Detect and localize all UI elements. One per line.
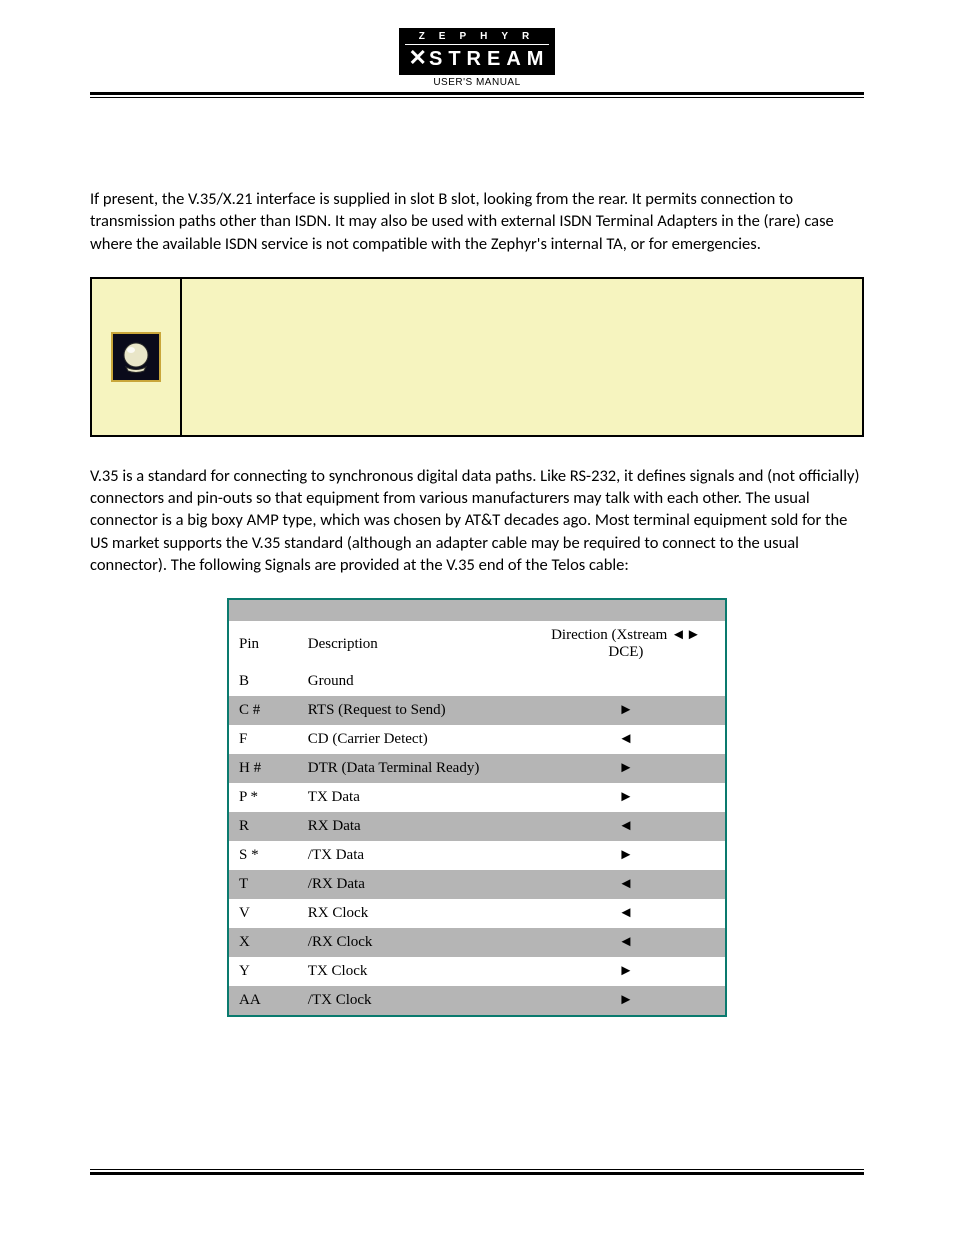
cell-direction: ► — [527, 783, 726, 812]
callout-icon-cell — [92, 279, 182, 435]
table-header-row: Pin Description Direction (Xstream ◄► DC… — [228, 621, 726, 667]
paragraph-2: V.35 is a standard for connecting to syn… — [90, 465, 864, 576]
header-subcaption: USER'S MANUAL — [90, 77, 864, 88]
table-title-row — [228, 599, 726, 621]
cell-description: CD (Carrier Detect) — [298, 725, 527, 754]
cell-description: Ground — [298, 667, 527, 696]
table-row: FCD (Carrier Detect)◄ — [228, 725, 726, 754]
logo-bottom-text: ✕STREAM — [405, 47, 550, 69]
cell-direction: ► — [527, 696, 726, 725]
table-title-cell — [228, 599, 726, 621]
cell-direction — [527, 667, 726, 696]
table-row: T/RX Data◄ — [228, 870, 726, 899]
crystal-ball-icon — [111, 332, 161, 382]
page-header: ZEPHYR ✕STREAM USER'S MANUAL — [90, 0, 864, 98]
footer-rule-thick — [90, 1172, 864, 1175]
callout-box — [90, 277, 864, 437]
cell-direction: ◄ — [527, 899, 726, 928]
cell-description: TX Clock — [298, 957, 527, 986]
cell-direction: ◄ — [527, 725, 726, 754]
cell-pin: AA — [228, 986, 298, 1016]
logo-stream-text: STREAM — [429, 48, 549, 70]
cell-pin: F — [228, 725, 298, 754]
page-content: If present, the V.35/X.21 interface is s… — [90, 98, 864, 1017]
cell-description: RX Clock — [298, 899, 527, 928]
table-row: P *TX Data► — [228, 783, 726, 812]
cell-description: TX Data — [298, 783, 527, 812]
cell-direction: ► — [527, 841, 726, 870]
cell-description: /RX Data — [298, 870, 527, 899]
cell-direction: ► — [527, 754, 726, 783]
brand-logo: ZEPHYR ✕STREAM — [399, 28, 556, 75]
cell-direction: ◄ — [527, 812, 726, 841]
footer-rule-thin — [90, 1169, 864, 1170]
footer-rule — [90, 1167, 864, 1175]
cell-direction: ► — [527, 957, 726, 986]
cell-pin: P * — [228, 783, 298, 812]
cell-pin: H # — [228, 754, 298, 783]
table-row: X/RX Clock◄ — [228, 928, 726, 957]
table-row: S */TX Data► — [228, 841, 726, 870]
cell-pin: C # — [228, 696, 298, 725]
cell-direction: ◄ — [527, 870, 726, 899]
th-direction: Direction (Xstream ◄► DCE) — [527, 621, 726, 667]
logo-x-icon: ✕ — [409, 45, 427, 70]
table-row: BGround — [228, 667, 726, 696]
cell-description: DTR (Data Terminal Ready) — [298, 754, 527, 783]
paragraph-1: If present, the V.35/X.21 interface is s… — [90, 188, 864, 255]
cell-description: /TX Data — [298, 841, 527, 870]
table-row: H #DTR (Data Terminal Ready)► — [228, 754, 726, 783]
cell-direction: ◄ — [527, 928, 726, 957]
th-description: Description — [298, 621, 527, 667]
table-row: YTX Clock► — [228, 957, 726, 986]
table-row: AA/TX Clock► — [228, 986, 726, 1016]
cell-description: RTS (Request to Send) — [298, 696, 527, 725]
table-row: RRX Data◄ — [228, 812, 726, 841]
table-row: C #RTS (Request to Send)► — [228, 696, 726, 725]
logo-top-text: ZEPHYR — [405, 32, 550, 45]
callout-body — [182, 279, 862, 435]
pin-table-wrap: Pin Description Direction (Xstream ◄► DC… — [227, 598, 727, 1017]
cell-direction: ► — [527, 986, 726, 1016]
table-row: VRX Clock◄ — [228, 899, 726, 928]
pin-table: Pin Description Direction (Xstream ◄► DC… — [227, 598, 727, 1017]
cell-pin: Y — [228, 957, 298, 986]
cell-pin: S * — [228, 841, 298, 870]
cell-pin: R — [228, 812, 298, 841]
cell-pin: B — [228, 667, 298, 696]
cell-description: /RX Clock — [298, 928, 527, 957]
cell-pin: X — [228, 928, 298, 957]
cell-description: /TX Clock — [298, 986, 527, 1016]
th-pin: Pin — [228, 621, 298, 667]
header-rule-thick — [90, 92, 864, 95]
cell-pin: T — [228, 870, 298, 899]
cell-description: RX Data — [298, 812, 527, 841]
cell-pin: V — [228, 899, 298, 928]
